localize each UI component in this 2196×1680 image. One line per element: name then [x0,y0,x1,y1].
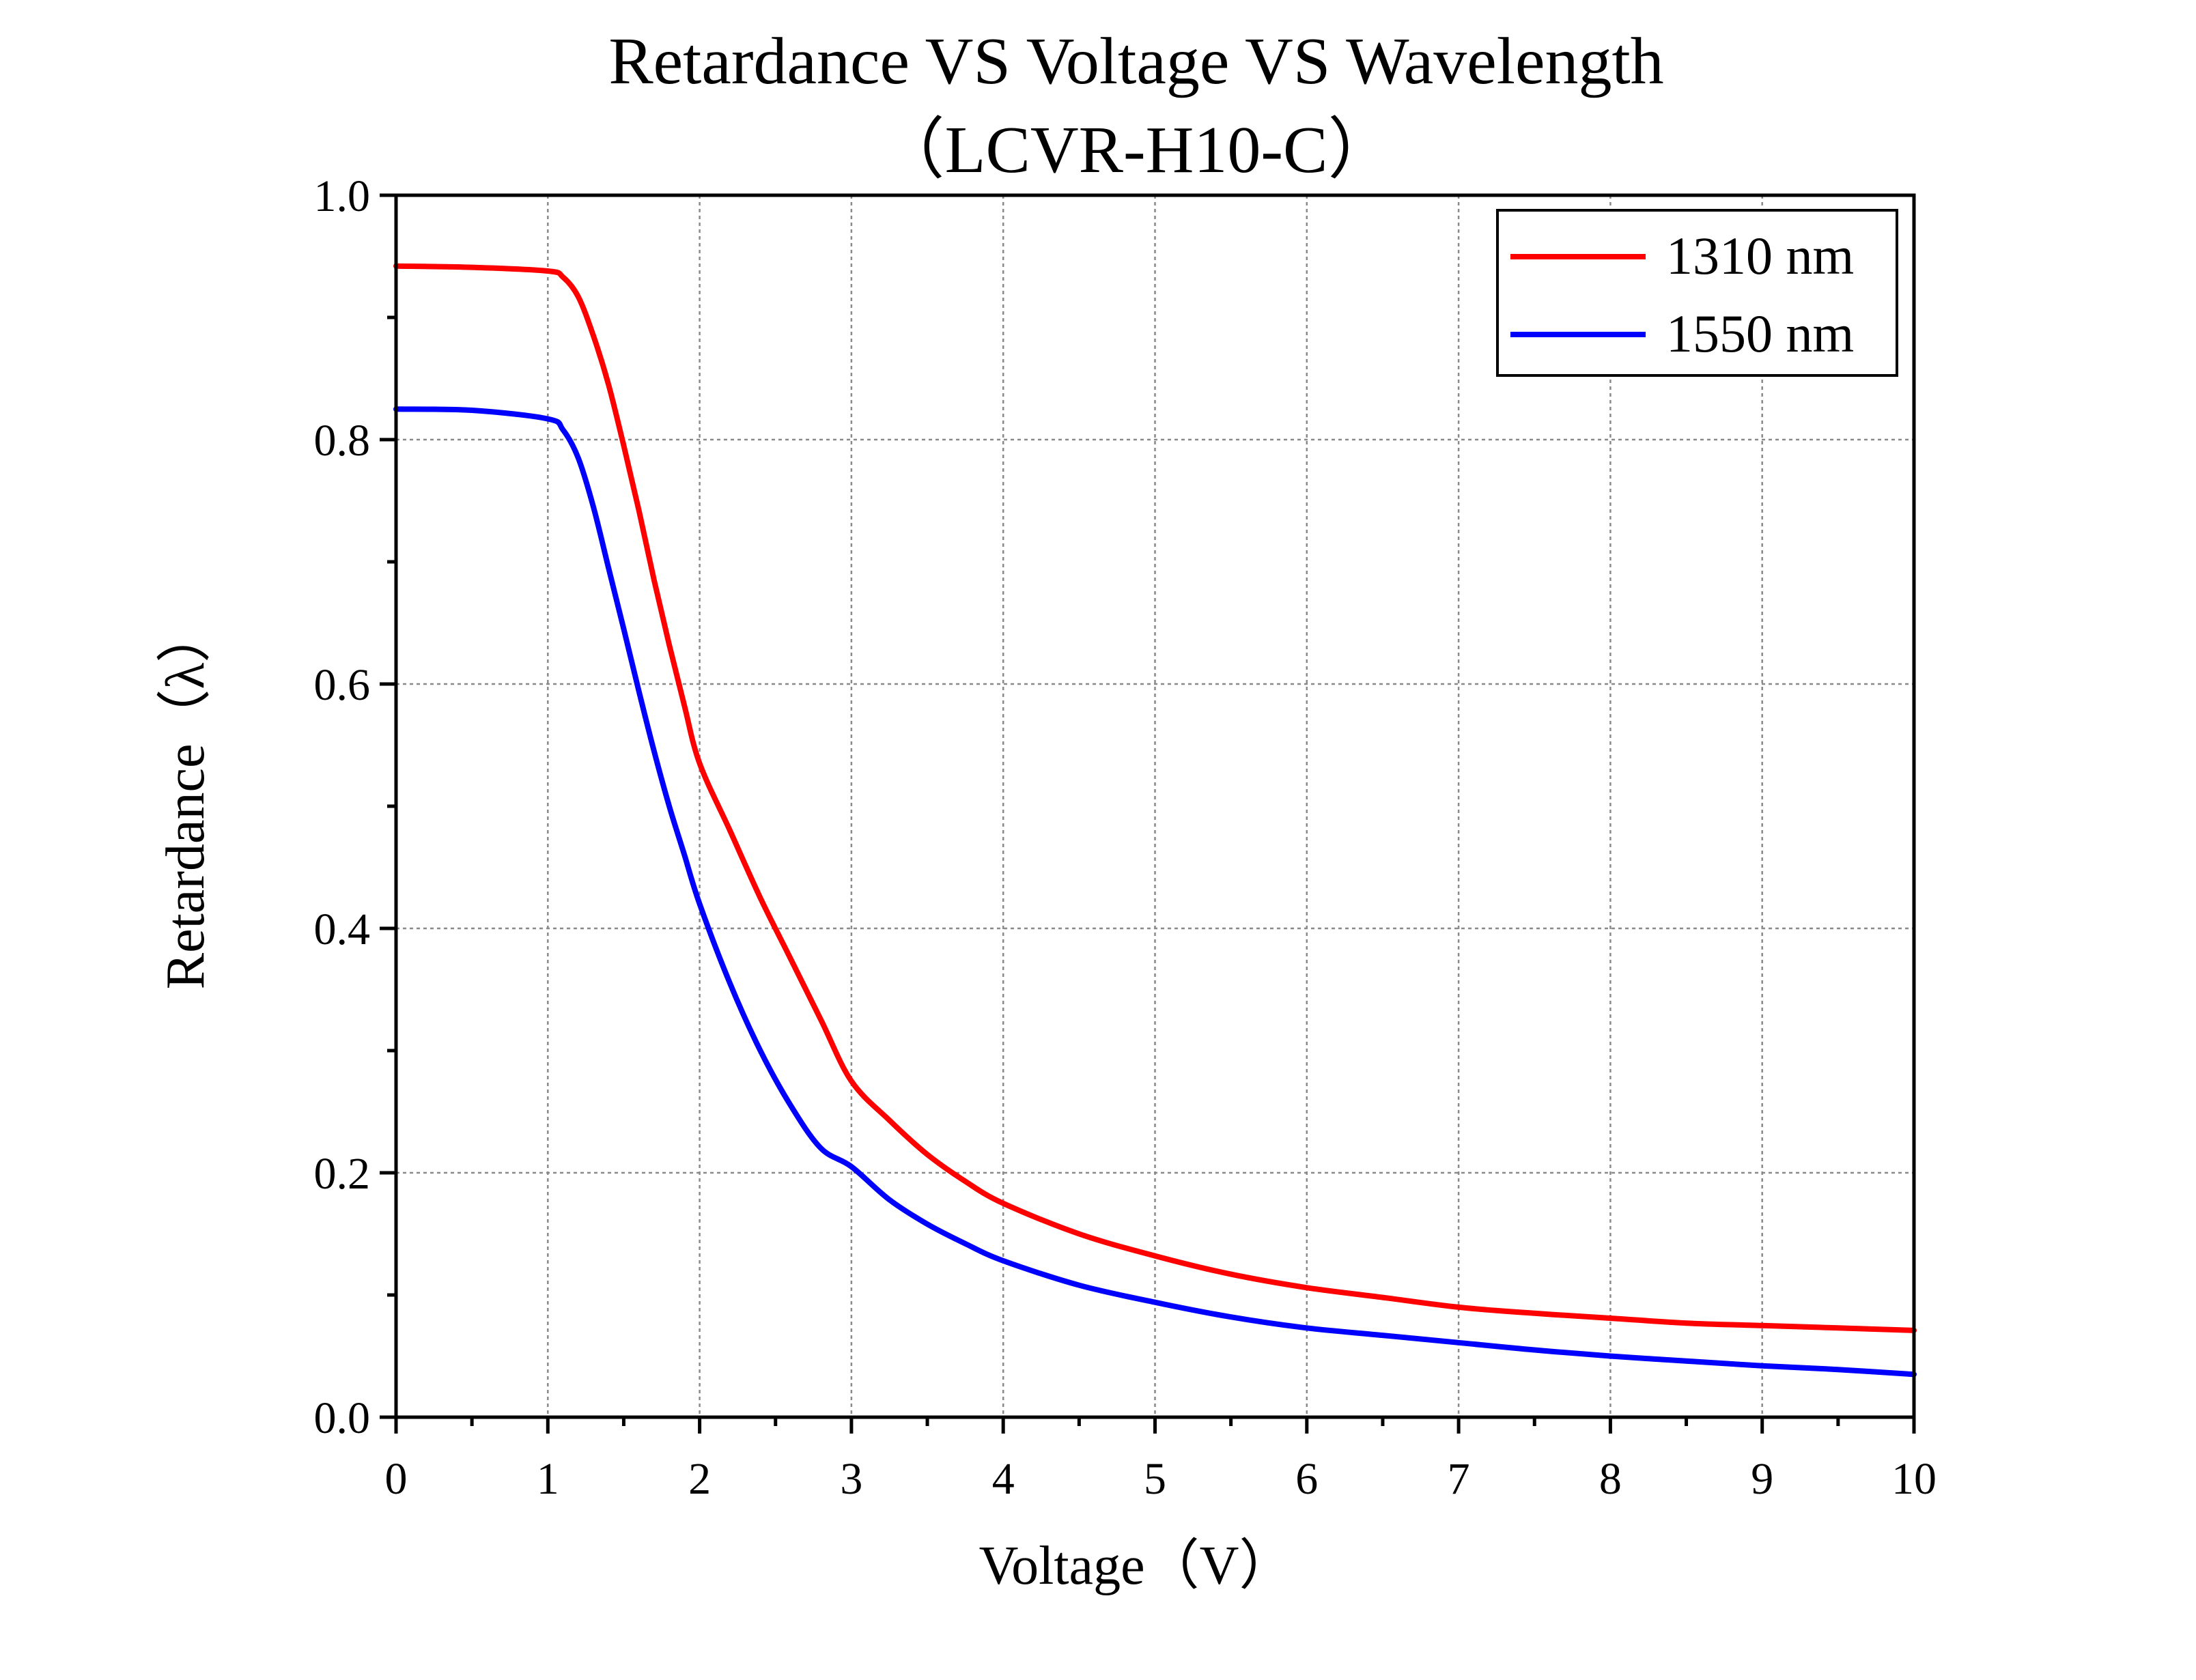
x-tick-label: 8 [1599,1454,1622,1504]
legend-label-1310: 1310 nm [1666,226,1854,285]
y-tick-label: 0.0 [314,1393,371,1443]
grid-lines [396,195,1914,1417]
x-tick-label: 4 [992,1454,1015,1504]
x-tick-label: 6 [1295,1454,1318,1504]
y-axis-label: Retardance（λ） [156,608,216,990]
x-tick-label: 7 [1448,1454,1470,1504]
x-axis-label: Voltage（V） [979,1536,1294,1596]
series-line-1310-nm [393,263,1917,1333]
x-tick-label: 3 [840,1454,862,1504]
chart-subtitle: （LCVR-H10-C） [878,113,1395,187]
y-tick-label: 0.2 [314,1149,371,1199]
x-tick-label: 1 [537,1454,559,1504]
series-lines [393,263,1917,1378]
x-tick-label: 0 [385,1454,408,1504]
x-tick-label: 5 [1144,1454,1166,1504]
x-tick-label: 9 [1751,1454,1773,1504]
y-tick-label: 0.8 [314,416,371,466]
legend-label-1550: 1550 nm [1666,304,1854,363]
legend-box [1496,209,1898,377]
y-tick-label: 0.4 [314,905,371,954]
chart-title: Retardance VS Voltage VS Wavelength [608,25,1663,98]
y-tick-label: 0.6 [314,660,371,710]
y-tick-label: 1.0 [314,171,371,221]
legend: 1310 nm 1550 nm [1496,209,1898,377]
axis-ticks [380,193,1916,1434]
tick-labels: 0 1 2 3 4 5 6 7 8 9 10 0.0 0.2 0.4 0.6 0.8 1.0 [314,171,1937,1504]
x-tick-label: 2 [688,1454,711,1504]
x-tick-label: 10 [1891,1454,1937,1504]
series-line-1550-nm [393,406,1917,1378]
